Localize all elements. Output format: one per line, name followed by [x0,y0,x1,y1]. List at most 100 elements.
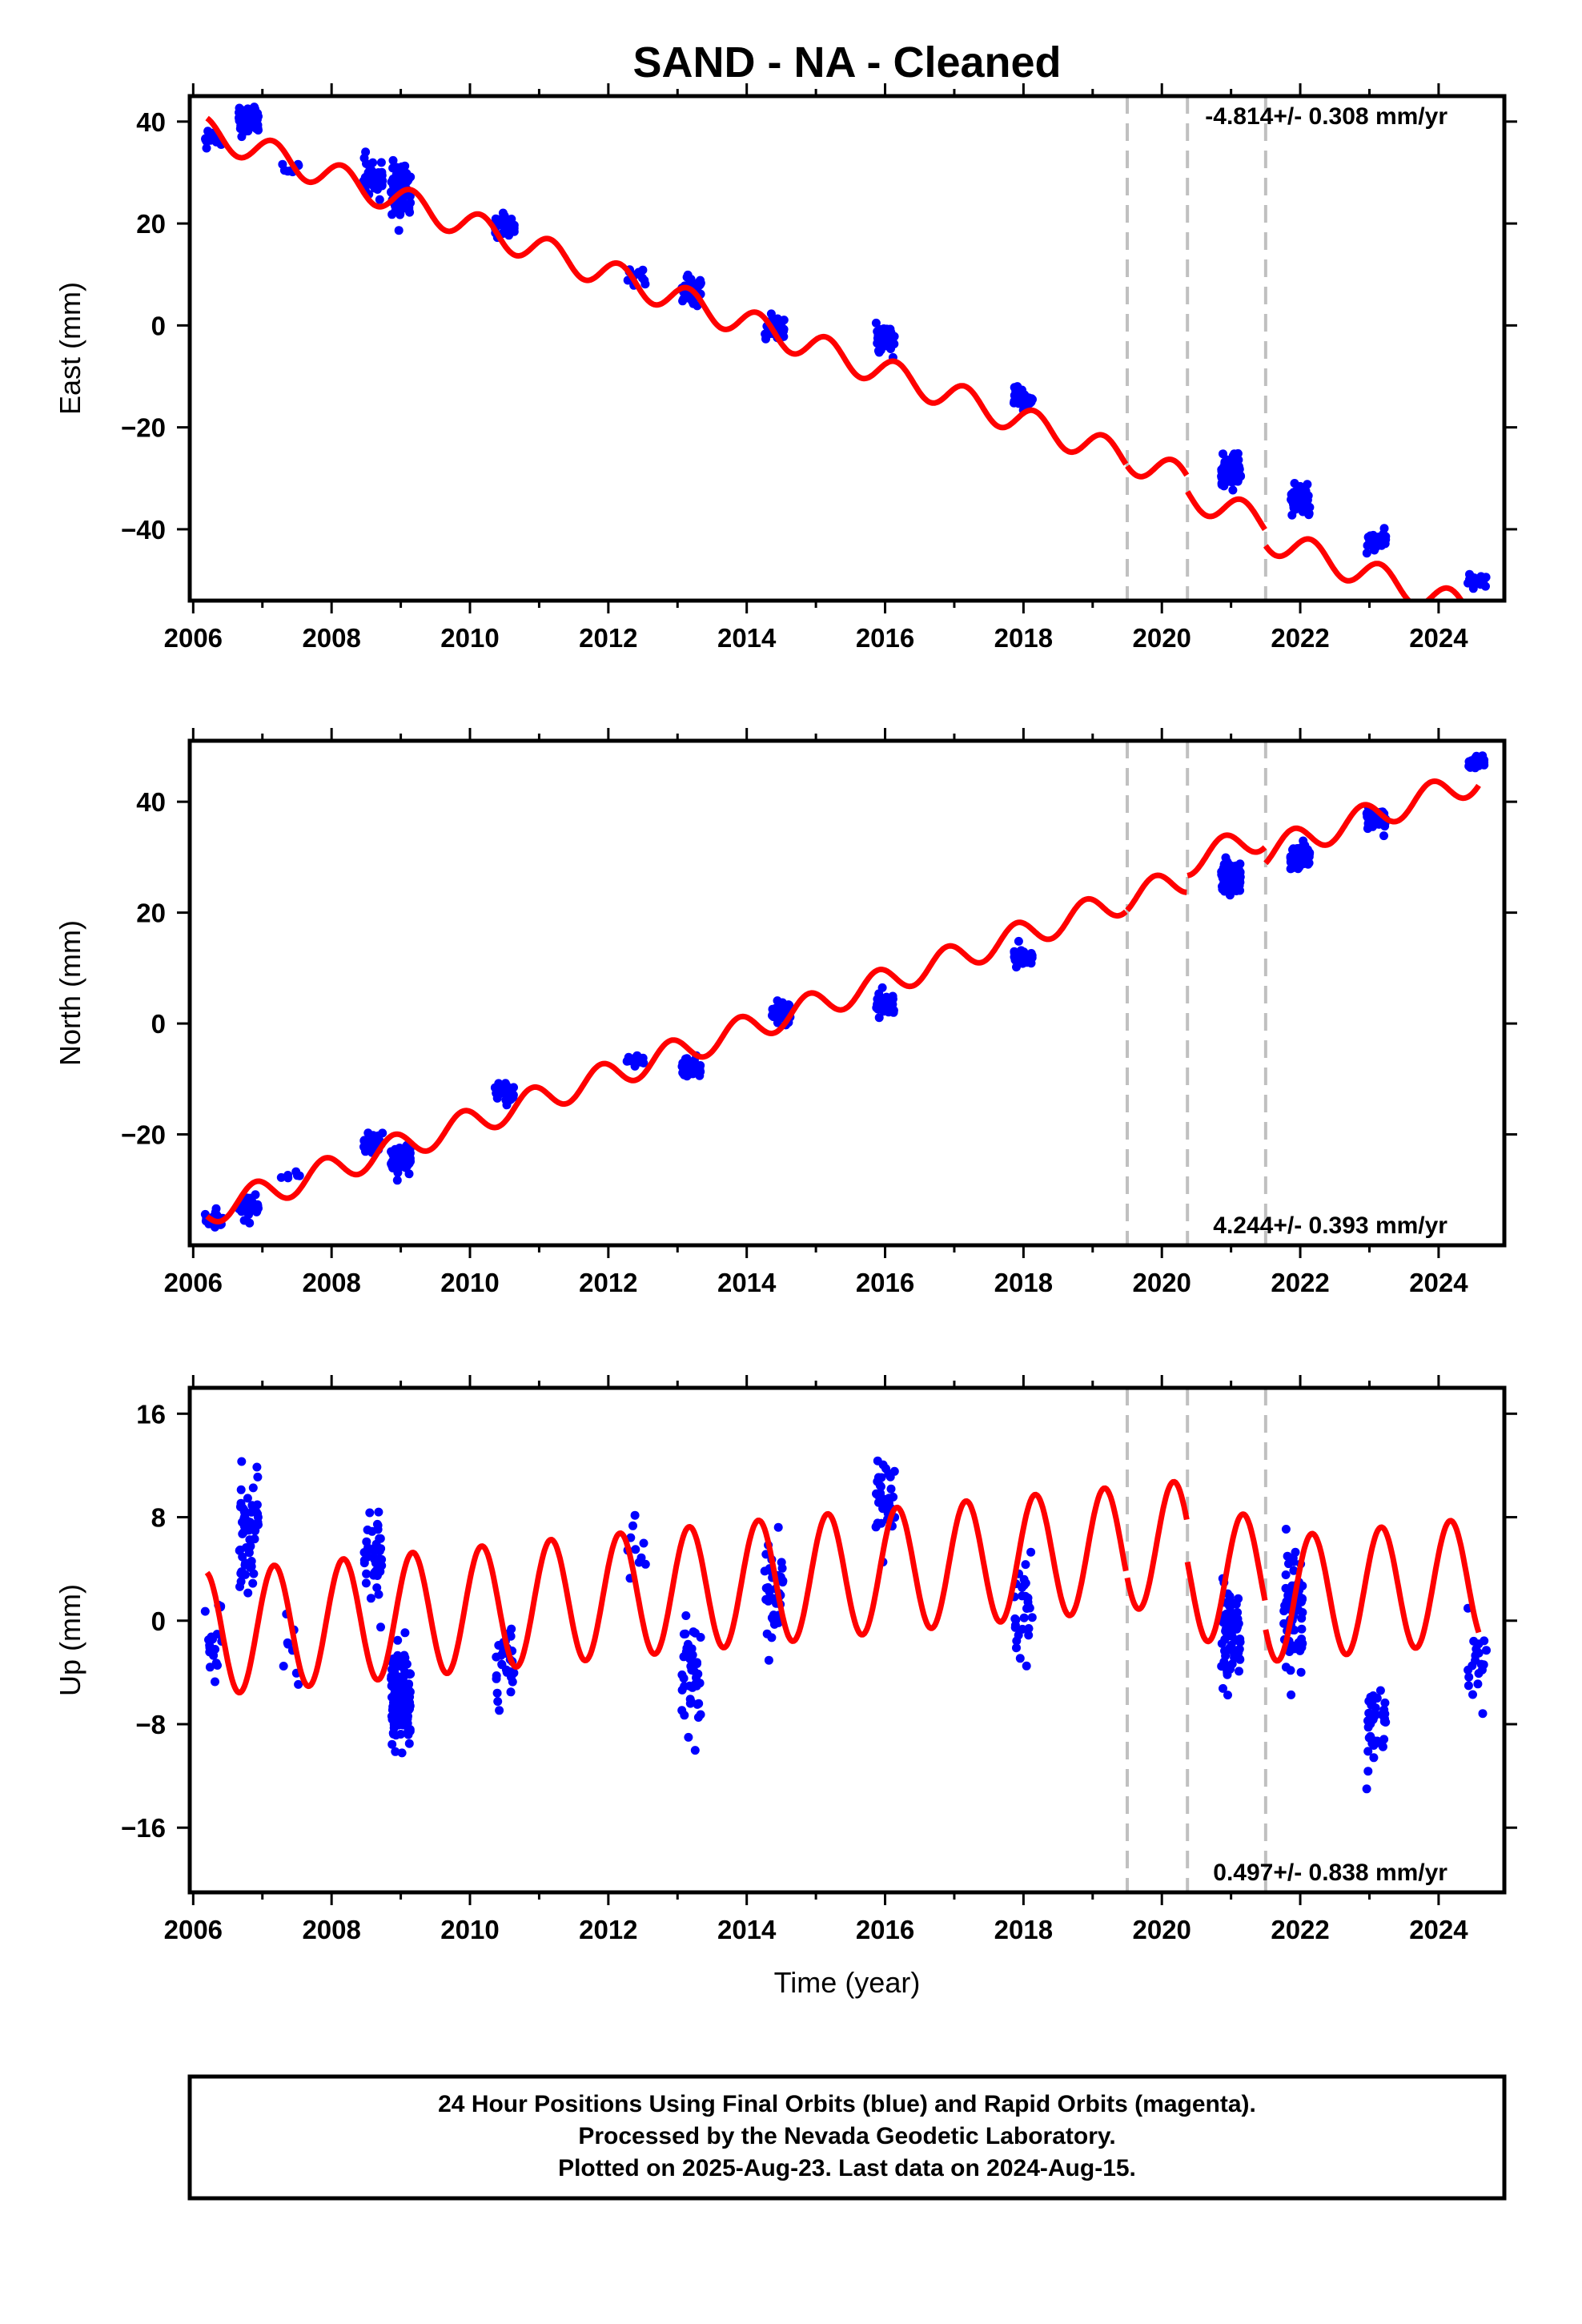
data-point [211,1659,221,1668]
data-point [873,339,882,348]
y-tick-label: −16 [121,1813,166,1843]
data-point [248,1483,258,1493]
data-point [387,177,396,187]
data-point [1472,1644,1481,1654]
data-point [1234,1594,1243,1603]
data-point [1464,578,1472,588]
x-tick-label: 2022 [1271,1915,1329,1944]
data-point [1298,1594,1307,1604]
data-point [394,226,404,235]
data-point [1375,1686,1385,1695]
data-point [1022,1604,1031,1613]
data-point [366,1594,375,1603]
data-point [1479,1660,1488,1670]
footer-line-3: Plotted on 2025-Aug-23. Last data on 202… [558,2155,1136,2181]
data-point [392,1176,402,1185]
x-tick-label: 2012 [579,1915,637,1944]
data-point [631,1545,640,1554]
data-point [403,1161,412,1171]
data-point [1281,1525,1291,1534]
data-point [1286,1666,1295,1675]
data-point [885,1494,893,1503]
data-point [1464,1672,1474,1682]
data-point [634,267,644,277]
y-tick-label: 0 [151,1606,166,1636]
data-point [1474,1669,1484,1679]
data-point [1363,1723,1373,1732]
data-point [211,1677,219,1687]
data-point [1363,1716,1372,1726]
data-point [240,1570,250,1579]
data-point [253,1509,263,1518]
data-point [1228,485,1238,495]
data-point [1367,1739,1377,1748]
x-tick-label: 2014 [717,1915,777,1944]
data-point [509,227,519,236]
data-point [683,270,693,279]
data-point [1478,1709,1488,1719]
data-point [632,1051,642,1060]
x-tick-label: 2006 [164,623,223,653]
data-point [1228,880,1238,890]
footer-box [187,2074,1507,2201]
data-point [247,1501,257,1510]
data-point [402,1688,411,1698]
data-point [372,180,382,190]
data-point [1476,580,1485,589]
data-point [693,1064,702,1074]
data-point [362,159,371,168]
data-point [1281,1570,1291,1579]
data-point [875,1481,885,1490]
data-point [764,1655,773,1665]
data-point [365,1508,375,1518]
data-point [1019,1580,1029,1590]
data-point [247,117,256,127]
data-point [1019,1613,1029,1622]
data-point [369,1553,379,1562]
data-point [696,279,705,287]
data-point [399,1661,408,1671]
data-point [239,112,249,122]
data-point [1468,1690,1477,1699]
data-point [253,1472,263,1482]
x-tick-label: 2016 [856,1915,914,1944]
y-tick-label: −20 [121,413,166,443]
data-point [363,1525,372,1534]
plot-frame [187,738,1507,1248]
data-point [1223,1691,1232,1700]
data-point [1225,1591,1235,1601]
data-point [777,324,787,333]
x-tick-label: 2020 [1133,1915,1191,1944]
data-point [205,1643,215,1652]
data-point [1010,1622,1020,1632]
data-point [390,1684,400,1694]
data-point [1363,1747,1373,1756]
data-point [1368,1691,1378,1700]
data-point [376,158,386,167]
data-point [1297,1624,1307,1634]
data-point [1366,531,1375,541]
data-point [1299,836,1308,846]
data-point [1474,761,1484,770]
data-point [396,1730,406,1739]
data-point [1014,936,1023,946]
data-point [283,1638,292,1647]
data-point [359,1555,369,1565]
data-point [404,1679,414,1689]
data-point [873,1473,883,1482]
data-point [492,1652,501,1662]
data-point [507,1624,516,1634]
data-point [1482,1646,1491,1655]
data-point [388,1148,398,1158]
data-point [506,1687,516,1697]
data-point [771,318,781,327]
data-point [689,1627,698,1637]
data-point [1010,1614,1020,1623]
data-point [239,1507,249,1517]
data-point [279,166,289,175]
data-point [503,217,512,227]
x-tick-label: 2022 [1271,623,1329,653]
x-tick-label: 2016 [856,623,914,653]
data-point [494,220,504,230]
data-point [1378,1742,1387,1751]
